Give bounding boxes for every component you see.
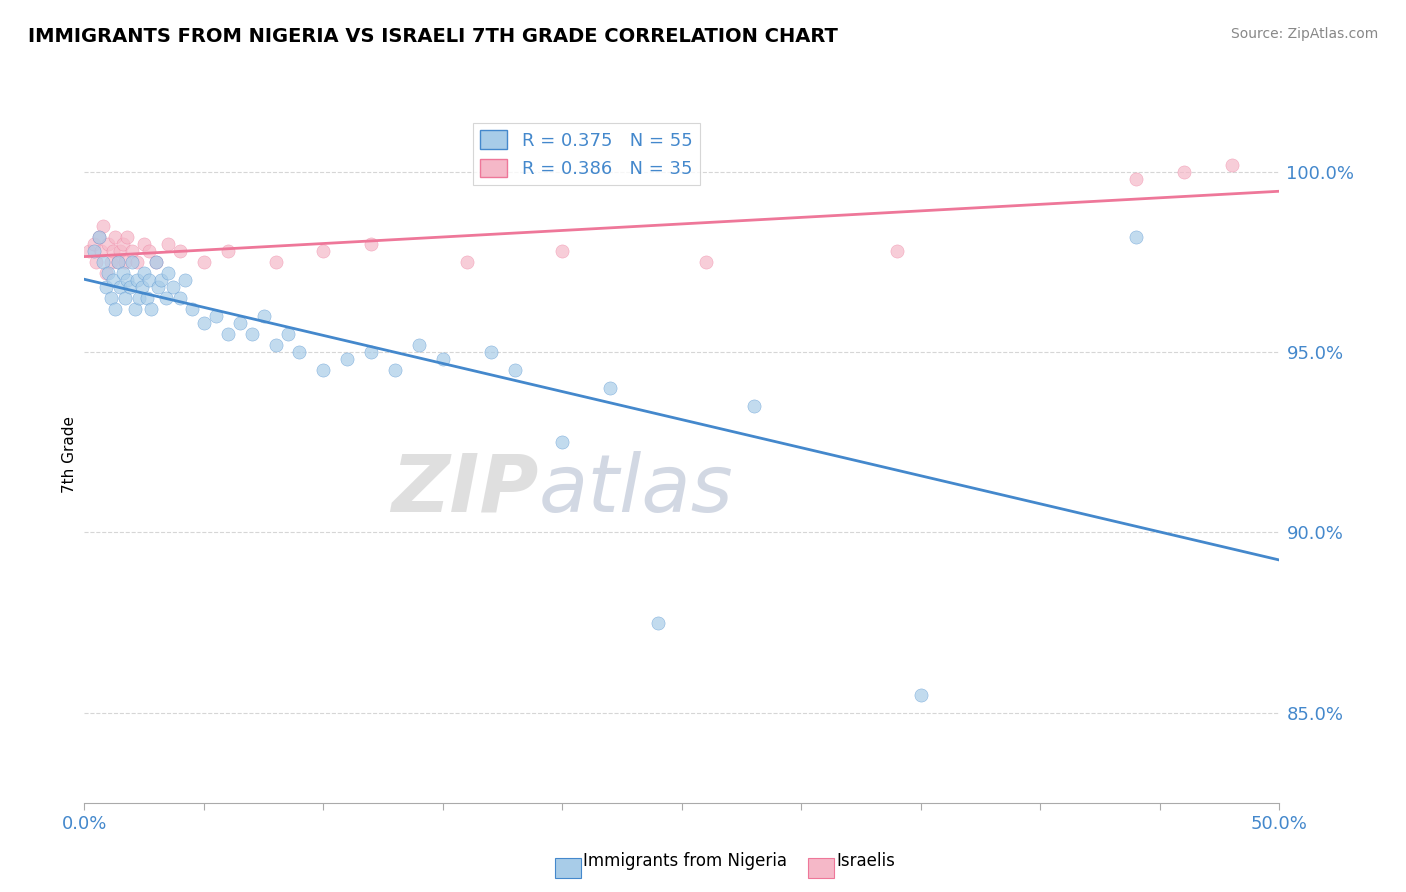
Point [93,219,115,233]
Point [128,291,150,305]
Point [84,255,107,269]
Point [336,352,359,367]
Point [360,345,382,359]
Point [104,301,127,316]
Point [456,255,478,269]
Text: Immigrants from Nigeria: Immigrants from Nigeria [583,852,787,870]
Point [228,316,250,330]
Point [132,237,156,252]
Point [111,237,134,252]
Point [87,229,110,244]
Point [100,291,122,305]
Point [114,255,136,269]
Point [1173,165,1195,179]
Point [94,266,117,280]
Point [149,273,172,287]
Point [121,244,143,259]
Point [97,237,120,252]
Point [217,327,239,342]
Point [83,237,105,252]
Point [408,338,430,352]
Point [111,266,134,280]
Point [101,273,124,287]
Point [157,237,180,252]
Point [742,399,765,413]
Point [138,244,160,259]
Point [551,435,574,450]
Point [1125,229,1147,244]
Point [94,280,117,294]
Point [83,244,105,259]
Point [551,244,574,259]
Text: Source: ZipAtlas.com: Source: ZipAtlas.com [1230,27,1378,41]
Point [288,345,311,359]
Point [155,291,177,305]
Point [93,255,115,269]
Point [118,280,141,294]
Point [312,363,335,377]
Point [599,381,621,395]
Point [360,237,382,252]
Point [886,244,908,259]
Point [1220,158,1243,172]
Point [90,244,112,259]
Point [695,255,717,269]
Point [240,327,263,342]
Point [276,327,298,342]
Point [193,316,215,330]
Point [217,244,239,259]
Point [148,280,170,294]
Point [479,345,502,359]
Point [910,688,932,702]
Point [138,273,160,287]
Point [77,244,100,259]
Point [193,255,215,269]
Point [117,273,139,287]
Point [87,229,110,244]
Point [110,280,132,294]
Point [157,266,180,280]
Point [384,363,406,377]
Point [312,244,335,259]
Point [114,291,136,305]
Point [503,363,526,377]
Text: Israelis: Israelis [837,852,896,870]
Point [647,615,669,630]
Point [117,229,139,244]
Point [100,255,122,269]
Point [205,309,228,323]
Point [145,255,167,269]
Point [125,255,148,269]
Legend: R = 0.375   N = 55, R = 0.386   N = 35: R = 0.375 N = 55, R = 0.386 N = 35 [472,123,700,186]
Point [145,255,167,269]
Point [104,229,127,244]
Text: IMMIGRANTS FROM NIGERIA VS ISRAELI 7TH GRADE CORRELATION CHART: IMMIGRANTS FROM NIGERIA VS ISRAELI 7TH G… [28,27,838,45]
Point [101,244,124,259]
Point [107,255,129,269]
Point [169,244,191,259]
Point [141,301,163,316]
Point [107,255,129,269]
Point [124,301,146,316]
Point [264,338,287,352]
Y-axis label: 7th Grade: 7th Grade [62,417,77,493]
Point [180,301,202,316]
Text: atlas: atlas [538,450,734,529]
Point [169,291,191,305]
Point [253,309,276,323]
Point [432,352,454,367]
Point [173,273,195,287]
Point [131,280,153,294]
Point [264,255,287,269]
Point [110,244,132,259]
Point [1125,172,1147,186]
Point [121,255,143,269]
Point [135,291,157,305]
Text: ZIP: ZIP [391,450,538,529]
Point [125,273,148,287]
Point [132,266,156,280]
Point [162,280,184,294]
Point [97,266,120,280]
